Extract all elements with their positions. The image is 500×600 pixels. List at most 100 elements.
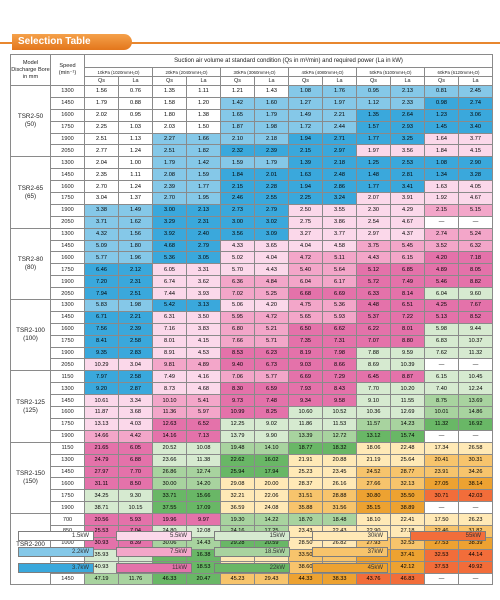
table-row: 2050 10.29 3.04 9.81 4.89 9.40 6.73 9.03 8.66 8.6… (11, 358, 493, 372)
qs-cell: 5.65 (288, 310, 323, 324)
qs-cell: 2.74 (424, 227, 459, 241)
la-cell: 4.29 (390, 203, 425, 217)
qs-cell: 5.09 (84, 239, 119, 253)
la-cell: 10.20 (390, 382, 425, 396)
qs-cell: 5.46 (424, 275, 459, 289)
la-cell: 14.20 (186, 477, 221, 491)
table-row: 1900 3.38 1.49 3.00 2.13 2.73 2.79 2.50 3.55 2.30… (11, 203, 493, 217)
table-row: TSR2-200(200)70020.565.9319.969.9719.301… (10, 513, 493, 586)
model-cell: TSR2-100 (100) (10, 299, 51, 372)
speed-cell: 1600 (50, 477, 85, 491)
la-cell: 8.87 (390, 370, 425, 384)
la-cell: 18.48 (322, 513, 357, 526)
qs-cell: 27.97 (84, 465, 119, 479)
la-cell: 3.13 (186, 299, 221, 312)
qs-cell: 1.87 (220, 120, 255, 134)
header-speed: Speed (min⁻¹) (50, 54, 85, 86)
la-cell: 1.79 (254, 108, 289, 122)
qs-cell: 43.76 (356, 572, 391, 586)
qs-cell: 23.66 (152, 453, 187, 467)
la-cell: 5.21 (254, 322, 289, 336)
qs-cell: 18.77 (288, 441, 323, 455)
la-cell: 2.33 (390, 96, 425, 110)
model-cell: TSR2-150 (150) (10, 441, 51, 515)
table-row: TSR2-50 (50) 1300 1.56 0.76 1.35 1.11 1.21 1.43 1… (10, 84, 493, 158)
qs-cell: 3.38 (84, 203, 119, 217)
header-condition: 40kPa (4080mmH₂O) (288, 67, 357, 77)
qs-cell: 1.97 (356, 144, 391, 158)
qs-cell: 9.81 (152, 358, 187, 372)
qs-cell: 2.77 (84, 144, 119, 158)
la-cell: 3.25 (390, 132, 425, 146)
la-cell: 2.53 (390, 156, 425, 170)
la-cell: 1.62 (118, 215, 153, 229)
qs-cell: 10.36 (356, 406, 391, 419)
qs-cell: 3.56 (220, 227, 255, 241)
la-cell: 9.97 (186, 513, 221, 526)
qs-cell: 19.48 (220, 441, 255, 455)
la-cell: 31.56 (322, 501, 357, 515)
qs-cell: 27.66 (356, 477, 391, 491)
qs-cell: 6.74 (152, 275, 187, 289)
la-cell: 4.37 (390, 227, 425, 241)
la-cell: 2.18 (322, 156, 357, 170)
la-cell: 1.95 (186, 192, 221, 205)
la-cell: 2.12 (118, 263, 153, 277)
la-cell: 2.93 (390, 120, 425, 134)
la-cell: 11.76 (118, 572, 153, 586)
speed-cell: 700 (50, 513, 85, 526)
la-cell: 3.28 (458, 168, 493, 182)
table-row: 2050 7.94 2.51 7.44 3.93 7.02 5.25 6.68 6.69 6.33… (11, 287, 493, 301)
la-cell: 46.83 (390, 572, 425, 586)
model-name: TSR2-100 (16, 327, 45, 335)
qs-cell: 2.10 (220, 132, 255, 146)
la-cell: 14.23 (390, 417, 425, 431)
qs-cell: 7.66 (220, 334, 255, 348)
qs-cell: 3.71 (84, 215, 119, 229)
table-row: 1600 11.87 3.68 11.36 5.97 10.99 8.25 10.60 10.5… (11, 406, 493, 419)
page-title: Selection Table (12, 34, 132, 50)
la-cell: 11.38 (186, 453, 221, 467)
table-row: TSR2-100 (100) 1300 5.83 1.98 5.42 3.13 5.06 4.2… (10, 299, 493, 372)
qs-cell: 13.13 (84, 417, 119, 431)
la-cell: 3.24 (322, 192, 357, 205)
la-cell: 5.93 (322, 310, 357, 324)
la-cell: 5.71 (254, 334, 289, 348)
qs-cell: 7.44 (152, 287, 187, 301)
selection-table: Model Discharge Bore in mm Speed (min⁻¹)… (10, 54, 493, 586)
la-cell: 3.50 (186, 310, 221, 324)
qs-cell: 2.15 (424, 203, 459, 217)
qs-cell: 1.58 (152, 96, 187, 110)
la-cell: 2.74 (458, 96, 493, 110)
qs-cell: 6.69 (288, 370, 323, 384)
la-cell: 0.88 (118, 96, 153, 110)
qs-cell: 10.61 (84, 394, 119, 408)
speed-cell: 1600 (50, 406, 85, 419)
la-cell: 10.39 (390, 358, 425, 372)
la-cell: 3.68 (118, 406, 153, 419)
table-row: 1750 6.46 2.12 6.05 3.31 5.70 4.43 5.40 5.64 5.12… (11, 263, 493, 277)
table-row: 1450 6.71 2.21 6.31 3.50 5.95 4.72 5.65 5.93 5.37… (11, 310, 493, 324)
la-cell: 12.74 (186, 465, 221, 479)
speed-cell: 1450 (50, 465, 85, 479)
speed-cell: 1150 (50, 441, 85, 455)
qs-cell: 1.94 (288, 180, 323, 194)
qs-cell: 6.50 (288, 322, 323, 336)
la-cell: 2.21 (322, 108, 357, 122)
qs-cell: 1.77 (356, 132, 391, 146)
table-row: 1750 8.41 2.58 8.01 4.15 7.66 5.71 7.35 7.31 7.07… (11, 334, 493, 348)
la-cell: 8.80 (390, 334, 425, 348)
la-cell: 2.31 (118, 275, 153, 289)
la-cell: 6.23 (254, 346, 289, 360)
model-name: TSR2-50 (17, 113, 44, 121)
la-cell: 2.83 (118, 346, 153, 360)
la-cell: 3.65 (254, 239, 289, 253)
qs-cell: 30.71 (424, 489, 459, 503)
la-cell: 2.21 (118, 310, 153, 324)
la-cell: 7.31 (322, 334, 357, 348)
la-cell: 8.05 (458, 263, 493, 277)
la-cell: 7.18 (458, 251, 493, 265)
qs-cell: 25.23 (288, 465, 323, 479)
qs-cell: 6.33 (356, 287, 391, 301)
qs-cell: 9.20 (84, 382, 119, 396)
